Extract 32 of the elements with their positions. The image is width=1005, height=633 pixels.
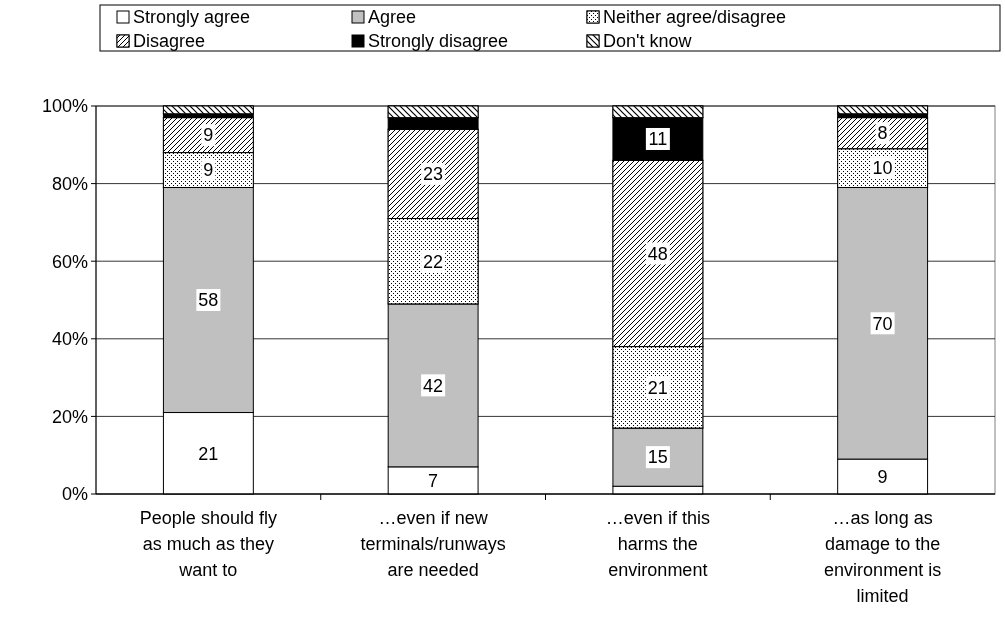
data-label: 10 (872, 158, 893, 179)
data-label: 48 (647, 243, 668, 264)
data-label: 42 (423, 375, 444, 396)
data-label: 15 (647, 447, 668, 468)
x-tick-label: …as long as damage to the environment is limited (824, 508, 942, 606)
y-tick-label: 60% (51, 251, 88, 272)
data-label: 70 (872, 313, 893, 334)
legend-label: Don't know (603, 31, 693, 52)
data-label: 21 (647, 377, 668, 398)
data-label: 7 (428, 470, 439, 491)
legend-label: Strongly disagree (368, 31, 509, 52)
data-label: 22 (423, 251, 444, 272)
data-label: 9 (203, 160, 214, 181)
y-tick-label: 0% (61, 484, 88, 505)
legend-label: Agree (368, 7, 417, 28)
x-tick-label: People should fly as much as they want to (139, 508, 277, 580)
x-tick-label: …even if new terminals/runways are needed (360, 508, 506, 580)
data-label: 58 (198, 290, 219, 311)
x-tick-label: …even if this harms the environment (605, 508, 710, 580)
data-label: 9 (877, 466, 888, 487)
data-label: 8 (877, 123, 888, 144)
data-label: 11 (648, 129, 668, 150)
data-label: 9 (203, 125, 214, 146)
y-tick-label: 20% (51, 406, 88, 427)
legend-label: Disagree (133, 31, 206, 52)
data-label: 21 (198, 443, 219, 464)
y-tick-label: 100% (41, 96, 88, 117)
y-tick-label: 80% (51, 173, 88, 194)
data-label: 23 (423, 164, 444, 185)
legend-label: Neither agree/disagree (603, 7, 787, 28)
legend-label: Strongly agree (133, 7, 251, 28)
y-tick-label: 40% (51, 329, 88, 350)
